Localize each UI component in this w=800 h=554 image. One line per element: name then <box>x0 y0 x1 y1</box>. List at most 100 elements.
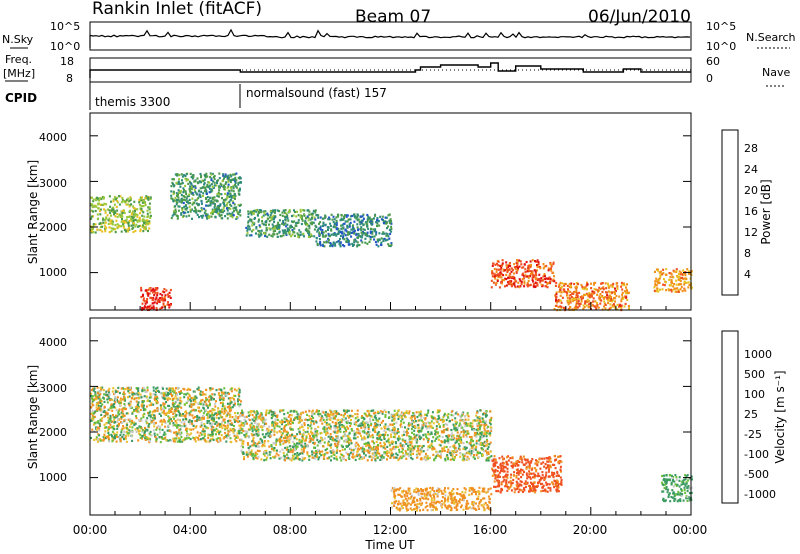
power-cell-3 <box>343 238 346 241</box>
velocity-cell-0 <box>223 405 226 408</box>
power-cell-2 <box>299 216 302 219</box>
velocity-cell-1 <box>458 414 461 417</box>
velocity-cell-1 <box>462 429 465 432</box>
power-cell-2 <box>276 235 279 238</box>
velocity-cell-0 <box>136 409 139 413</box>
power-cell-2 <box>288 209 291 212</box>
velocity-cell-0 <box>221 420 224 424</box>
power-cell-7 <box>680 277 683 280</box>
power-cell-1 <box>193 202 196 205</box>
velocity-cell-0 <box>226 424 229 427</box>
power-cell-6 <box>579 296 582 299</box>
velocity-cell-0 <box>207 420 210 423</box>
velocity-cell-0 <box>120 420 122 424</box>
velocity-cell-0 <box>153 397 156 400</box>
power-cell-3 <box>340 224 343 227</box>
power-cell-5 <box>502 268 505 271</box>
power-cell-5 <box>491 272 494 275</box>
power-cell-3 <box>322 244 324 247</box>
power-cell-6 <box>598 298 601 301</box>
power-cell-6 <box>608 307 611 310</box>
velocity-cell-0 <box>112 414 114 417</box>
power-cell-7 <box>677 275 680 278</box>
power-cell-1 <box>183 196 186 199</box>
power-cell-0 <box>109 220 112 223</box>
velocity-cell-0 <box>182 439 185 442</box>
velocity-cell-0 <box>210 396 213 399</box>
velocity-cell-0 <box>116 396 119 399</box>
power-cell-0 <box>127 221 130 224</box>
velocity-cell-0 <box>183 396 186 399</box>
velocity-cell-1 <box>241 409 243 412</box>
power-cell-7 <box>672 285 675 288</box>
velocity-cell-1 <box>464 430 467 433</box>
power-cell-1 <box>226 186 229 189</box>
velocity-cell-0 <box>159 441 162 444</box>
power-cell-1 <box>187 182 190 185</box>
freq-trace <box>89 62 691 78</box>
power-cell-4 <box>168 306 171 309</box>
power-cell-2 <box>285 216 287 219</box>
power-cell-3 <box>337 215 340 218</box>
velocity-cell-0 <box>107 429 109 432</box>
velocity-cell-0 <box>125 437 127 440</box>
velocity-cell-0 <box>133 398 136 401</box>
velocity-cell-1 <box>466 430 469 433</box>
power-cell-5 <box>504 285 506 288</box>
velocity-cell-1 <box>285 433 288 436</box>
power-cell-7 <box>675 283 678 286</box>
velocity-cell-1 <box>376 456 379 459</box>
power-cell-5 <box>530 263 532 267</box>
power-cell-5 <box>505 284 508 287</box>
power-cell-6 <box>578 302 581 305</box>
power-cell-4 <box>150 289 153 292</box>
power-cell-6 <box>607 301 610 305</box>
velocity-cell-0 <box>128 404 131 407</box>
power-cell-2 <box>308 210 311 213</box>
power-cell-2 <box>272 228 275 231</box>
velocity-cell-0 <box>134 428 137 431</box>
power-cell-2 <box>265 220 268 223</box>
velocity-cell-0 <box>199 417 202 420</box>
velocity-cell-1 <box>363 431 366 434</box>
power-cell-3 <box>362 217 365 220</box>
power-cell-1 <box>218 177 221 180</box>
power-cell-1 <box>182 187 185 190</box>
velocity-cell-1 <box>378 437 381 441</box>
power-cell-1 <box>198 180 201 183</box>
velocity-cell-1 <box>258 415 261 418</box>
power-cell-0 <box>95 198 98 201</box>
power-cell-0 <box>116 196 118 199</box>
power-cell-2 <box>302 232 305 235</box>
power-cell-1 <box>223 188 226 191</box>
power-cell-1 <box>239 187 241 190</box>
velocity-cell-0 <box>219 439 222 442</box>
power-cell-5 <box>534 270 537 273</box>
velocity-cell-1 <box>316 451 319 454</box>
power-cell-7 <box>660 270 662 273</box>
velocity-cell-1 <box>424 425 427 428</box>
power-cell-2 <box>253 211 255 214</box>
velocity-cell-0 <box>152 389 155 392</box>
power-cell-0 <box>110 200 112 203</box>
power-cell-1 <box>207 199 210 202</box>
power-cell-6 <box>603 302 606 305</box>
velocity-cell-0 <box>175 424 178 427</box>
power-cell-7 <box>684 274 687 277</box>
power-cell-6 <box>576 296 579 299</box>
velocity-cell-1 <box>434 456 437 459</box>
velocity-cell-0 <box>222 398 225 401</box>
velocity-cell-1 <box>429 433 432 436</box>
velocity-cell-0 <box>235 436 238 439</box>
velocity-cell-1 <box>344 417 347 420</box>
power-cell-1 <box>190 182 193 185</box>
velocity-cell-0 <box>113 392 116 395</box>
velocity-cell-0 <box>169 439 172 442</box>
velocity-cell-0 <box>116 398 118 401</box>
velocity-cell-0 <box>200 416 203 420</box>
velocity-cell-0 <box>166 394 169 397</box>
power-cell-6 <box>584 302 587 305</box>
velocity-cell-0 <box>183 414 186 417</box>
power-cell-1 <box>223 185 226 188</box>
velocity-cell-0 <box>174 387 177 390</box>
